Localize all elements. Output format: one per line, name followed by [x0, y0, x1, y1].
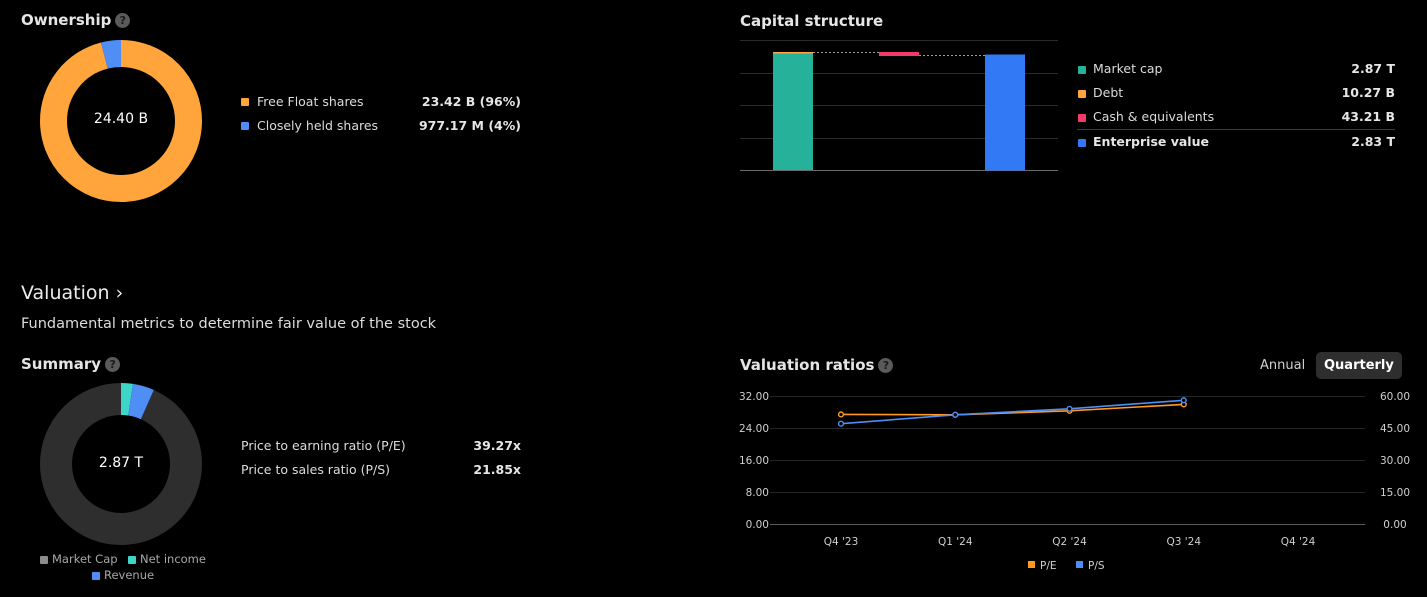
data-point[interactable] — [952, 411, 959, 418]
ownership-title: Ownership? — [21, 11, 131, 29]
left-tick-label: 0.00 — [746, 519, 769, 531]
ownership-total: 24.40 B — [93, 111, 149, 127]
data-point[interactable] — [1066, 405, 1073, 412]
annual-toggle[interactable]: Annual — [1260, 358, 1306, 373]
series-line-pe[interactable] — [840, 403, 1184, 416]
free-float-swatch — [241, 98, 249, 106]
capital-structure-chart — [740, 40, 1058, 171]
market-cap-label: Market cap — [1093, 61, 1163, 76]
help-icon[interactable]: ? — [115, 13, 131, 28]
bar-debt[interactable] — [773, 52, 813, 54]
chart-legend: P/E P/S — [1028, 560, 1105, 572]
free-float-label: Free Float shares — [257, 94, 364, 109]
left-tick-label: 16.00 — [739, 455, 769, 467]
bar-enterprise-value[interactable] — [985, 54, 1025, 171]
data-point[interactable] — [1180, 397, 1187, 404]
ps-ratio-label: Price to sales ratio (P/S) — [241, 462, 391, 477]
free-float-value: 23.42 B (96%) — [421, 94, 521, 109]
valuation-ratios-title: Valuation ratios? — [740, 356, 894, 374]
closely-held-label: Closely held shares — [257, 118, 379, 133]
x-tick-label: Q1 '24 — [938, 536, 973, 548]
summary-title: Summary? — [21, 355, 121, 373]
x-tick-label: Q4 '24 — [1281, 536, 1316, 548]
series-lines — [837, 397, 1187, 427]
capital-structure-title: Capital structure — [740, 12, 884, 30]
closely-held-value: 977.17 M (4%) — [418, 118, 521, 133]
enterprise-value-swatch — [1078, 139, 1086, 147]
valuation-ratios-chart: 32.00 24.00 16.00 8.00 0.00 60.00 45.00 30.00 1… — [739, 391, 1410, 572]
right-tick-label: 0.00 — [1383, 519, 1406, 531]
chart-grid — [770, 396, 1365, 525]
legend-swatch — [1028, 561, 1035, 568]
right-axis: 60.00 45.00 30.00 15.00 0.00 — [1380, 391, 1410, 531]
left-axis: 32.00 24.00 16.00 8.00 0.00 — [739, 391, 769, 531]
market-cap-swatch — [1078, 66, 1086, 74]
ps-ratio-value: 21.85x — [473, 462, 521, 477]
market-cap-legend-swatch — [40, 556, 48, 564]
right-tick-label: 45.00 — [1380, 423, 1410, 435]
donut-slice-closely-held[interactable] — [40, 40, 202, 202]
debt-label: Debt — [1093, 85, 1124, 100]
net-income-legend-label: Net income — [140, 552, 206, 566]
enterprise-value-label: Enterprise value — [1093, 134, 1209, 149]
valuation-title-link[interactable]: Valuation › — [21, 282, 124, 304]
donut-slice-net-income[interactable] — [40, 383, 202, 545]
enterprise-value-value: 2.83 T — [1351, 134, 1395, 149]
valuation-subtitle: Fundamental metrics to determine fair va… — [21, 316, 437, 332]
help-icon[interactable]: ? — [105, 357, 121, 372]
divider — [1077, 129, 1395, 130]
market-cap-value: 2.87 T — [1351, 61, 1395, 76]
net-income-legend-swatch — [128, 556, 136, 564]
debt-swatch — [1078, 90, 1086, 98]
series-line-ps[interactable] — [840, 399, 1184, 425]
cash-label: Cash & equivalents — [1093, 109, 1215, 124]
left-tick-label: 24.00 — [739, 423, 769, 435]
revenue-legend-label: Revenue — [104, 568, 155, 582]
revenue-legend-swatch — [92, 572, 100, 580]
x-tick-label: Q4 '23 — [824, 536, 859, 548]
cash-swatch — [1078, 114, 1086, 122]
right-tick-label: 30.00 — [1380, 455, 1410, 467]
pe-ratio-value: 39.27x — [473, 438, 521, 453]
x-tick-label: Q3 '24 — [1166, 536, 1201, 548]
summary-total: 2.87 T — [98, 455, 144, 471]
quarterly-toggle[interactable]: Quarterly — [1316, 352, 1402, 379]
right-tick-label: 15.00 — [1380, 487, 1410, 499]
summary-donut — [40, 383, 202, 545]
legend-label: P/E — [1040, 560, 1057, 572]
left-tick-label: 8.00 — [746, 487, 769, 499]
x-axis: Q4 '23 Q1 '24 Q2 '24 Q3 '24 Q4 '24 — [824, 536, 1316, 548]
bar-market-cap[interactable] — [773, 53, 813, 170]
closely-held-swatch — [241, 122, 249, 130]
x-tick-label: Q2 '24 — [1052, 536, 1087, 548]
ownership-donut — [40, 40, 202, 202]
pe-ratio-label: Price to earning ratio (P/E) — [241, 438, 406, 453]
debt-value: 10.27 B — [1341, 85, 1395, 100]
left-tick-label: 32.00 — [739, 391, 769, 403]
data-point[interactable] — [837, 411, 845, 418]
market-cap-legend-label: Market Cap — [52, 552, 118, 566]
legend-swatch — [1076, 561, 1083, 568]
help-icon[interactable]: ? — [878, 358, 894, 373]
bar-cash-equivalents[interactable] — [879, 52, 919, 56]
cash-value: 43.21 B — [1341, 109, 1395, 124]
legend-label: P/S — [1088, 560, 1105, 572]
data-point[interactable] — [837, 420, 845, 427]
right-tick-label: 60.00 — [1380, 391, 1410, 403]
